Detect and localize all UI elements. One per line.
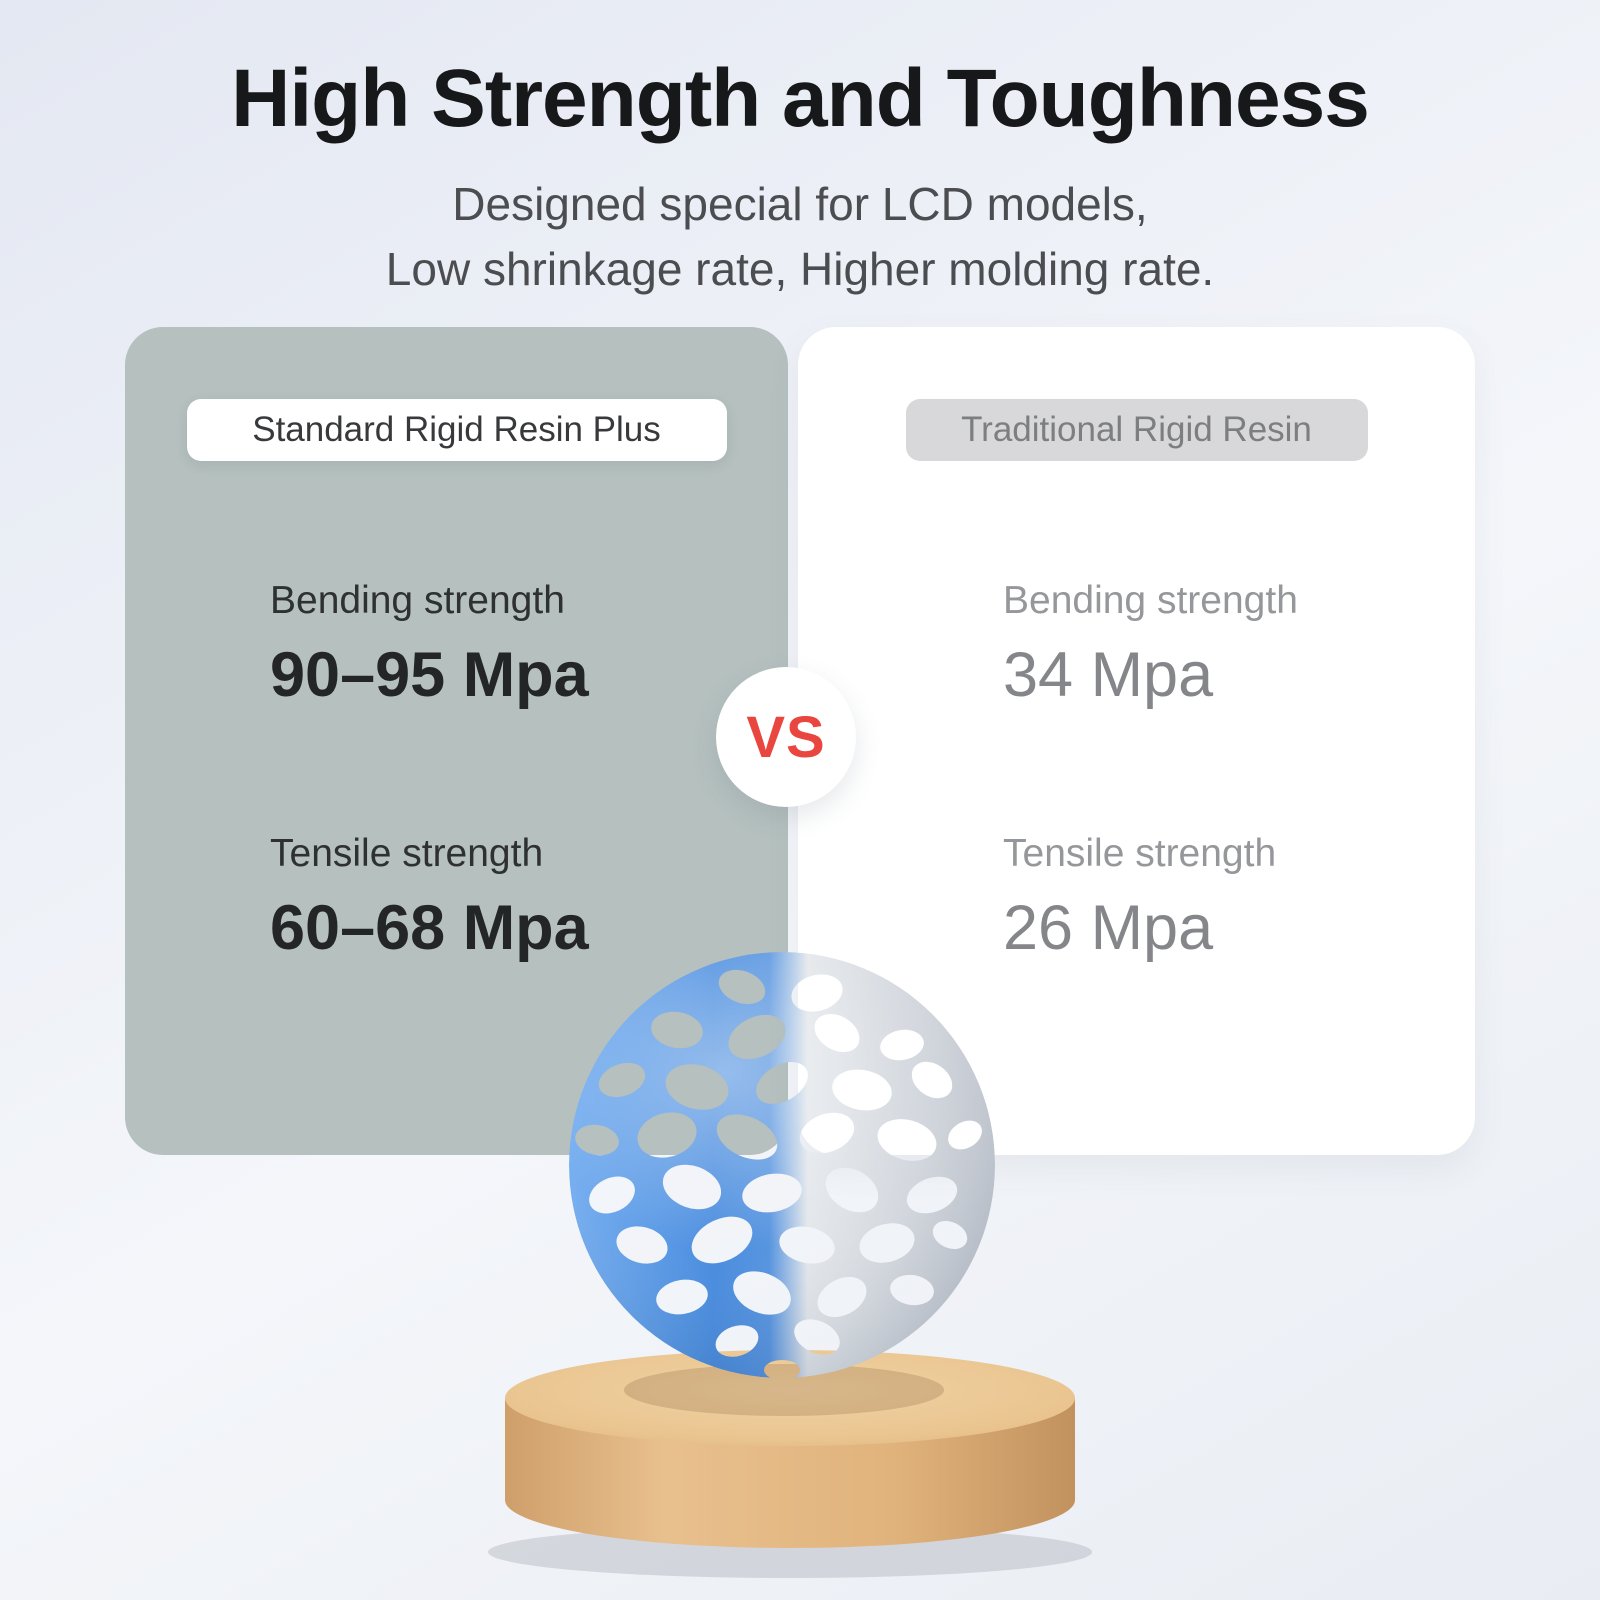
subtitle-line-1: Designed special for LCD models, [452, 178, 1148, 230]
stat-value: 34 Mpa [1003, 640, 1214, 710]
stat-label: Tensile strength [270, 832, 544, 875]
resin-ball-figure [488, 952, 1092, 1578]
stat-tensile-strength-left: Tensile strength 60–68 Mpa [270, 832, 589, 964]
subtitle: Designed special for LCD models, Low shri… [0, 172, 1600, 303]
ball-contact-shadow [624, 1364, 944, 1416]
resin-ball [569, 952, 995, 1378]
stat-label: Tensile strength [1003, 832, 1277, 875]
stat-label: Bending strength [1003, 579, 1298, 622]
stat-label: Bending strength [270, 579, 565, 622]
stat-value: 60–68 Mpa [270, 893, 589, 963]
pedestal-top [505, 1350, 1075, 1446]
stat-value: 26 Mpa [1003, 893, 1214, 963]
stat-bending-strength-right: Bending strength 34 Mpa [1003, 579, 1298, 711]
subtitle-line-2: Low shrinkage rate, Higher molding rate. [385, 243, 1215, 296]
ball-shading [569, 952, 995, 1378]
vs-label: VS [746, 704, 826, 770]
page-title: High Strength and Toughness [231, 53, 1370, 144]
stat-tensile-strength-right: Tensile strength 26 Mpa [1003, 832, 1276, 964]
card-standard-rigid-resin-plus: Standard Rigid Resin Plus Bending streng… [125, 327, 788, 1155]
vs-badge: VS [716, 667, 856, 807]
stat-value: 90–95 Mpa [270, 640, 589, 710]
badge-traditional-rigid-resin: Traditional Rigid Resin [905, 399, 1368, 461]
stat-bending-strength-left: Bending strength 90–95 Mpa [270, 579, 589, 711]
badge-standard-rigid-resin-plus: Standard Rigid Resin Plus [186, 399, 727, 461]
wooden-pedestal [488, 1350, 1092, 1578]
